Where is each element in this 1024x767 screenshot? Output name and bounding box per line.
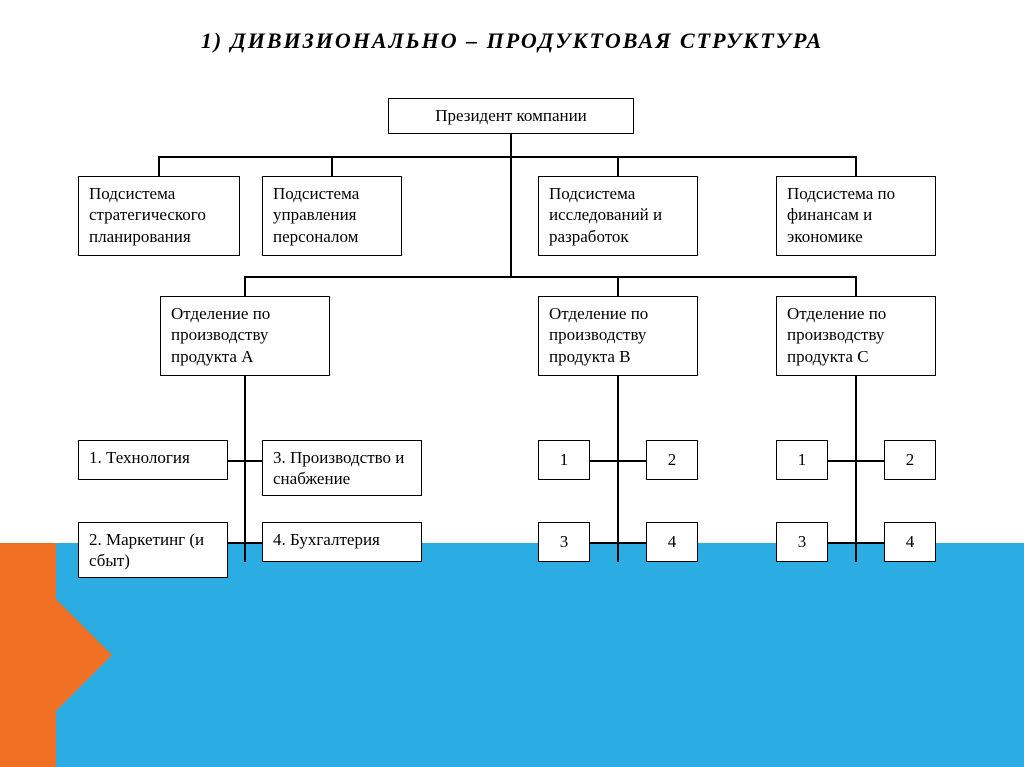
node-label: 4. Бухгалтерия [273,529,380,550]
node-subsystem-hr: Подсистема управления персоналом [262,176,402,256]
node-subsystem-strategic-planning: Подсистема стратегического планирования [78,176,240,256]
node-unit-b1: 1 [538,440,590,480]
connector [828,542,884,544]
node-unit-a3: 3. Производство и снабжение [262,440,422,496]
node-label: 3 [560,531,569,552]
connector [244,376,246,562]
node-subsystem-rnd: Подсистема исследований и разработок [538,176,698,256]
node-label: Подсистема исследований и разработок [549,183,687,247]
node-unit-c2: 2 [884,440,936,480]
connector [244,276,856,278]
node-division-a: Отделение по производству продукта А [160,296,330,376]
connector [617,156,619,176]
connector [855,376,857,562]
node-unit-a4: 4. Бухгалтерия [262,522,422,562]
node-unit-a1: 1. Технология [78,440,228,480]
node-label: 1 [560,449,569,470]
node-unit-b2: 2 [646,440,698,480]
node-label: Отделение по производству продукта С [787,303,925,367]
node-unit-b4: 4 [646,522,698,562]
node-president: Президент компании [388,98,634,134]
node-division-c: Отделение по производству продукта С [776,296,936,376]
connector [228,542,262,544]
node-label: 3. Производство и снабжение [273,447,411,490]
node-unit-c4: 4 [884,522,936,562]
node-label: Подсистема по финансам и экономике [787,183,925,247]
connector [617,376,619,562]
node-subsystem-finance: Подсистема по финансам и экономике [776,176,936,256]
node-unit-a2: 2. Маркетинг (и сбыт) [78,522,228,578]
connector [158,156,160,176]
page-title: 1) ДИВИЗИОНАЛЬНО – ПРОДУКТОВАЯ СТРУКТУРА [0,28,1024,54]
node-label: 1 [798,449,807,470]
node-label: Подсистема управления персоналом [273,183,391,247]
node-unit-c1: 1 [776,440,828,480]
node-label: Отделение по производству продукта А [171,303,319,367]
node-president-label: Президент компании [435,105,587,126]
node-label: 3 [798,531,807,552]
node-label: 1. Технология [89,447,190,468]
connector [158,156,856,158]
node-division-b: Отделение по производству продукта В [538,296,698,376]
node-unit-b3: 3 [538,522,590,562]
node-label: 2. Маркетинг (и сбыт) [89,529,217,572]
connector [617,276,619,296]
connector [510,134,512,156]
node-unit-c3: 3 [776,522,828,562]
node-label: 2 [906,449,915,470]
node-label: Подсистема стратегического планирования [89,183,229,247]
connector [244,276,246,296]
connector [590,542,646,544]
node-label: 4 [906,531,915,552]
connector [510,156,512,276]
connector [331,156,333,176]
node-label: 4 [668,531,677,552]
connector [855,156,857,176]
connector [855,276,857,296]
node-label: Отделение по производству продукта В [549,303,687,367]
node-label: 2 [668,449,677,470]
